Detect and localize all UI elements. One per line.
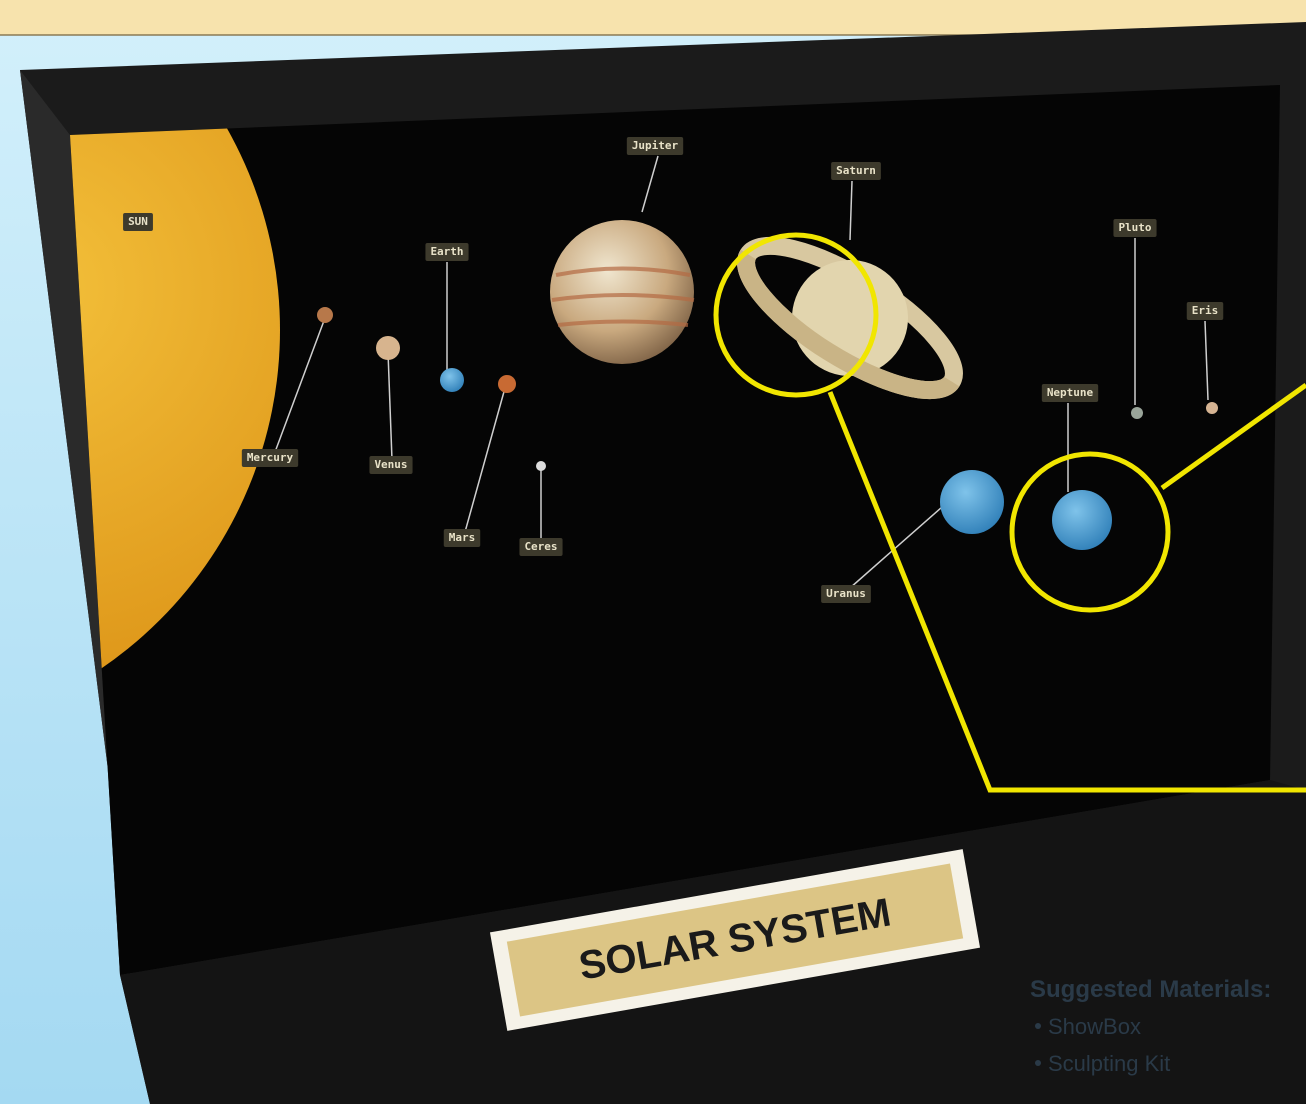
mars [498, 375, 516, 393]
pluto [1131, 407, 1143, 419]
neptune [1052, 490, 1112, 550]
planet-label: Jupiter [632, 139, 679, 152]
planet-label: Uranus [826, 587, 866, 600]
planet-label: Earth [430, 245, 463, 258]
mercury [317, 307, 333, 323]
page: {"diorama": {"sign": "SOLAR SYSTEM", "pl… [0, 0, 1306, 1104]
materials-heading: Suggested Materials: [1030, 976, 1271, 1003]
planet-label: SUN [128, 215, 148, 228]
planet-label: Venus [374, 458, 407, 471]
bullet [1035, 1060, 1041, 1066]
planet-label: Neptune [1047, 386, 1094, 399]
materials-item: ShowBox [1048, 1014, 1141, 1039]
venus [376, 336, 400, 360]
planet-label: Mars [449, 531, 476, 544]
bullet [1035, 1023, 1041, 1029]
planet-label: Mercury [247, 451, 294, 464]
materials-item: Sculpting Kit [1048, 1051, 1170, 1076]
jupiter [550, 220, 694, 364]
planet-label: Eris [1192, 304, 1219, 317]
uranus [940, 470, 1004, 534]
planet-label: Saturn [836, 164, 876, 177]
planet-label: Pluto [1118, 221, 1151, 234]
earth [440, 368, 464, 392]
scene: SUN Mercury Venus Earth Mars Ceres Jupiter Satu… [0, 0, 1306, 1104]
planet-label: Ceres [524, 540, 557, 553]
ceres [536, 461, 546, 471]
eris [1206, 402, 1218, 414]
